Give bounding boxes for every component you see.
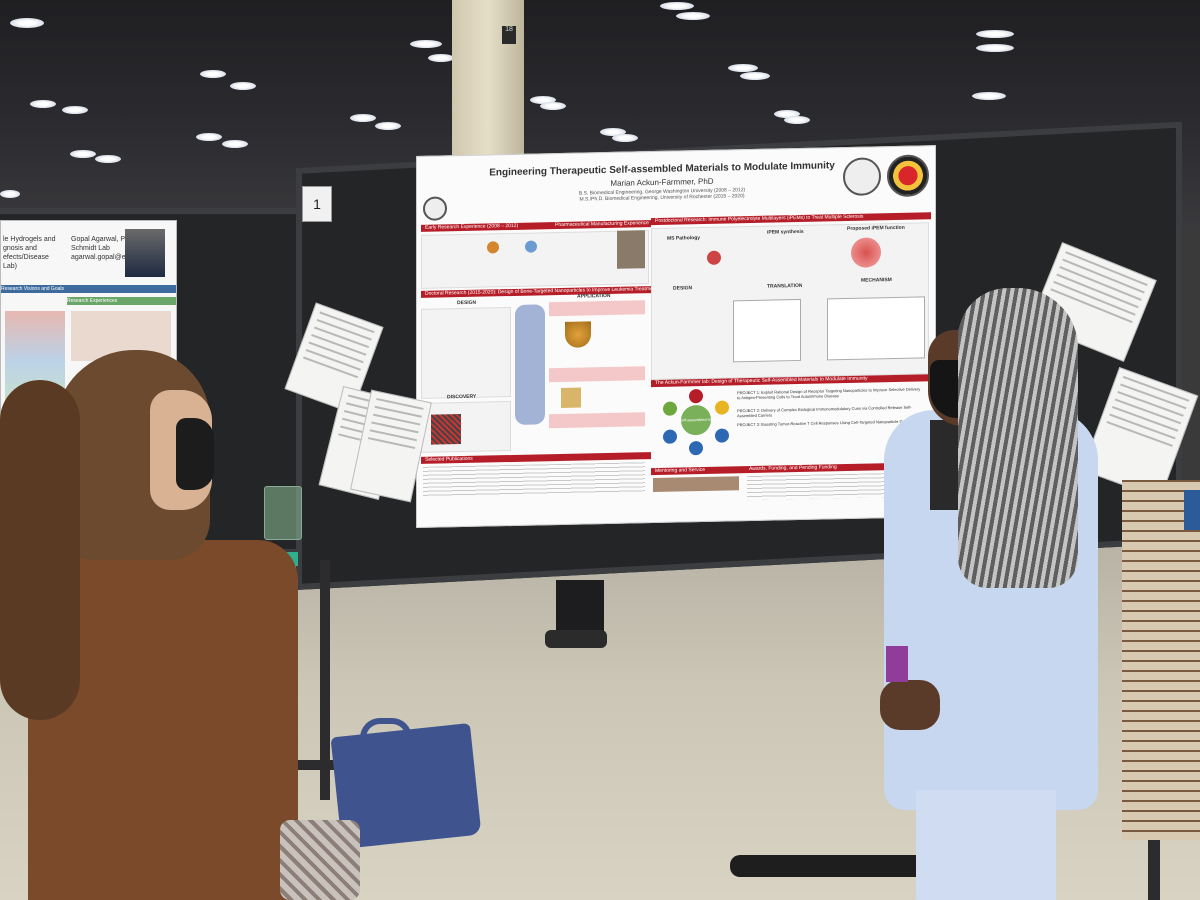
center-label: Self-assembled materials [679,416,724,423]
ceiling-light [200,70,226,78]
background-person-sleeve [1184,490,1200,530]
ceiling-light [976,30,1014,38]
human-body-figure [515,304,545,425]
hub-circle [663,401,677,416]
label-design: DESIGN [673,285,693,292]
hub-circle [715,400,729,415]
figure-icon [561,387,581,408]
ceiling-light [976,44,1014,52]
hub-circle [663,429,677,444]
ceiling-light [222,140,248,148]
board-foot [730,855,930,877]
hub-circle [689,388,703,404]
ceiling-light [774,110,800,118]
ceiling-light [62,106,88,114]
visitor-scarf [280,820,360,900]
visitor-face-mask [176,418,214,490]
background-person-shoes [545,630,607,648]
pillar-sign: 18 [502,26,516,44]
ceiling-light [375,122,401,130]
presenter-sleeve-accent [886,646,908,682]
label-mechanism: MECHANISM [861,277,892,284]
ceiling-light [530,96,556,104]
project-3: PROJECT 3: Boosting Tumor-Reactive T Cel… [737,418,914,428]
heatmap-figure [431,414,461,445]
application-box [549,412,645,429]
author-photo [125,229,165,277]
section-header: Pharmaceutical Manufacturing Experience [551,220,651,230]
tote-bag-handle [360,718,412,754]
ceiling-light [660,2,694,10]
project-1: PROJECT 1: Exploit Rational Design of Re… [737,386,921,401]
left-poster-header: Research Visions and Goals [1,285,176,293]
pillar [452,0,524,158]
ceiling-light [784,116,810,124]
label-discovery: DISCOVERY [447,393,477,401]
ceiling-light [70,150,96,158]
project-2: PROJECT 2: Delivery of Complex Biologica… [737,404,912,419]
board-foot [265,760,365,770]
label-ipem-synthesis: iPEM synthesis [767,228,804,236]
university-seal-icon [423,196,447,221]
ceiling-light [612,134,638,142]
hub-circle [689,440,703,456]
presenter-hands [880,680,940,730]
presenter-braids [958,288,1078,588]
plastic-bag [264,486,302,540]
ceiling-light [196,133,222,141]
presenter-pants [916,790,1056,900]
board-number: 1 [302,186,332,222]
left-poster-header: Research Experiences [67,297,176,305]
ceiling-light [428,54,454,62]
label-ms-pathology: MS Pathology [667,235,701,242]
main-poster: Engineering Therapeutic Self-assembled M… [416,145,936,529]
ceiling-light [540,102,566,110]
mentoring-photos [653,476,739,493]
university-seal-icon [843,157,881,197]
mechanism-chart [827,296,925,361]
maryland-logo-icon [887,154,929,198]
ceiling-light [230,82,256,90]
label-application: APPLICATION [577,292,611,300]
section-header: Early Research Experience (2008 – 2012) [421,222,551,232]
section-header: Mentoring and Service [651,466,745,476]
publications-list [423,462,645,497]
visitor-curly-hair [0,380,80,720]
ceiling-light [600,128,626,136]
ceiling-light [350,114,376,122]
left-poster-author: Gopal Agarwal, Ph.D. Schmidt Lab agarwal… [71,236,138,261]
left-poster-title: le Hydrogels and gnosis and efects/Disea… [3,236,56,270]
board-leg [320,560,330,800]
ceiling-light [676,12,710,20]
label-design: DESIGN [457,299,477,307]
ceiling-light [740,72,770,80]
ceiling-light [95,155,121,163]
ceiling-light [0,190,20,198]
hub-circle [715,428,729,443]
ceiling-light [728,64,758,72]
bone-figure [565,321,591,348]
application-box [549,366,645,383]
ceiling-light [972,92,1006,100]
early-research-panel [421,230,649,289]
background-person-plaid [1122,480,1200,840]
manufacturing-photo [617,230,645,269]
label-proposed-function: Proposed iPEM function [847,224,905,232]
ceiling-light [10,18,44,28]
ceiling-light [30,100,56,108]
label-translation: TRANSLATION [767,282,803,290]
application-box [549,300,645,317]
design-panel [421,307,511,399]
translation-chart [733,298,801,363]
ceiling-light [410,40,442,48]
